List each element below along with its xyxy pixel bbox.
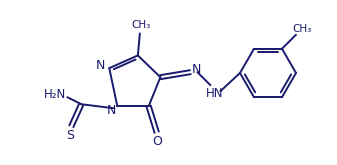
Text: N: N <box>96 59 105 72</box>
Text: S: S <box>66 129 74 142</box>
Text: HN: HN <box>206 87 223 100</box>
Text: CH₃: CH₃ <box>131 20 151 30</box>
Text: N: N <box>106 104 116 117</box>
Text: H₂N: H₂N <box>44 88 66 101</box>
Text: O: O <box>153 135 162 148</box>
Text: N: N <box>192 63 201 76</box>
Text: CH₃: CH₃ <box>293 24 312 34</box>
